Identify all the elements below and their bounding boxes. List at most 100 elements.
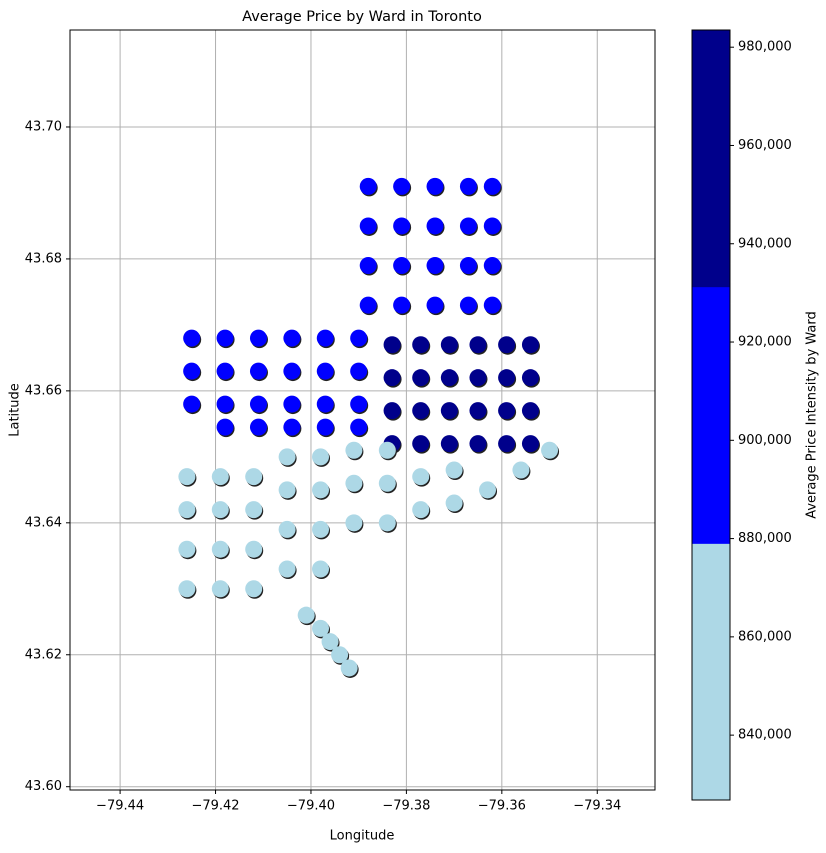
point [183, 329, 201, 347]
point [350, 329, 368, 347]
point [350, 418, 368, 436]
point [459, 257, 477, 275]
point [378, 514, 396, 532]
point [283, 329, 301, 347]
point [211, 468, 229, 486]
point [412, 336, 430, 354]
point [521, 402, 539, 420]
point [211, 501, 229, 519]
point [245, 580, 263, 598]
point [245, 468, 263, 486]
y-tick-label: 43.70 [25, 119, 62, 134]
point [359, 296, 377, 314]
point [440, 435, 458, 453]
point [312, 481, 330, 499]
point [216, 395, 234, 413]
point [178, 580, 196, 598]
point [283, 395, 301, 413]
point [359, 257, 377, 275]
y-tick-label: 43.64 [25, 515, 62, 530]
point [412, 501, 430, 519]
point [521, 369, 539, 387]
point [245, 540, 263, 558]
y-tick-label: 43.68 [25, 251, 62, 266]
colorbar-tick-label: 900,000 [738, 433, 792, 448]
point [312, 619, 330, 637]
point [521, 435, 539, 453]
x-tick-label: −79.40 [287, 799, 335, 814]
point [440, 402, 458, 420]
y-tick-label: 43.66 [25, 383, 62, 398]
point [521, 336, 539, 354]
point [312, 448, 330, 466]
point [278, 481, 296, 499]
point [216, 362, 234, 380]
point [178, 468, 196, 486]
point [445, 494, 463, 512]
point [469, 435, 487, 453]
point [312, 560, 330, 578]
chart-title: Average Price by Ward in Toronto [242, 9, 482, 25]
point [383, 336, 401, 354]
point [216, 418, 234, 436]
point [483, 217, 501, 235]
colorbar-tick-label: 940,000 [738, 236, 792, 251]
point [345, 441, 363, 459]
colorbar-segment [692, 543, 730, 801]
point [483, 177, 501, 195]
point [249, 329, 267, 347]
point [479, 481, 497, 499]
point [245, 501, 263, 519]
x-tick-label: −79.44 [96, 799, 144, 814]
point [498, 336, 516, 354]
point [297, 606, 315, 624]
colorbar-tick-label: 920,000 [738, 335, 792, 350]
point [426, 217, 444, 235]
point [412, 468, 430, 486]
point [445, 461, 463, 479]
point [283, 418, 301, 436]
point [211, 540, 229, 558]
point [393, 257, 411, 275]
point [412, 402, 430, 420]
point [469, 336, 487, 354]
x-tick-label: −79.36 [478, 799, 526, 814]
colorbar-tick-label: 960,000 [738, 138, 792, 153]
point [393, 177, 411, 195]
point [350, 362, 368, 380]
point [249, 418, 267, 436]
y-tick-label: 43.62 [25, 647, 62, 662]
x-tick-label: −79.38 [382, 799, 430, 814]
point [316, 418, 334, 436]
point [183, 395, 201, 413]
point [459, 296, 477, 314]
point [316, 362, 334, 380]
point [331, 646, 349, 664]
point [426, 177, 444, 195]
point [383, 369, 401, 387]
point [278, 448, 296, 466]
point [378, 441, 396, 459]
point [426, 257, 444, 275]
point [345, 514, 363, 532]
point [469, 402, 487, 420]
colorbar-segment [692, 30, 730, 288]
plot-frame [69, 29, 656, 791]
point [359, 217, 377, 235]
point [426, 296, 444, 314]
point [393, 217, 411, 235]
x-axis-label: Longitude [330, 829, 395, 844]
point [393, 296, 411, 314]
point [483, 296, 501, 314]
colorbar-tick-label: 880,000 [738, 531, 792, 546]
colorbar-label: Average Price Intensity by Ward [805, 311, 820, 519]
point [383, 402, 401, 420]
point [483, 257, 501, 275]
point [378, 474, 396, 492]
colorbar-frame [691, 29, 731, 801]
point [498, 435, 516, 453]
point [459, 217, 477, 235]
colorbar-tick-label: 860,000 [738, 629, 792, 644]
point [178, 540, 196, 558]
